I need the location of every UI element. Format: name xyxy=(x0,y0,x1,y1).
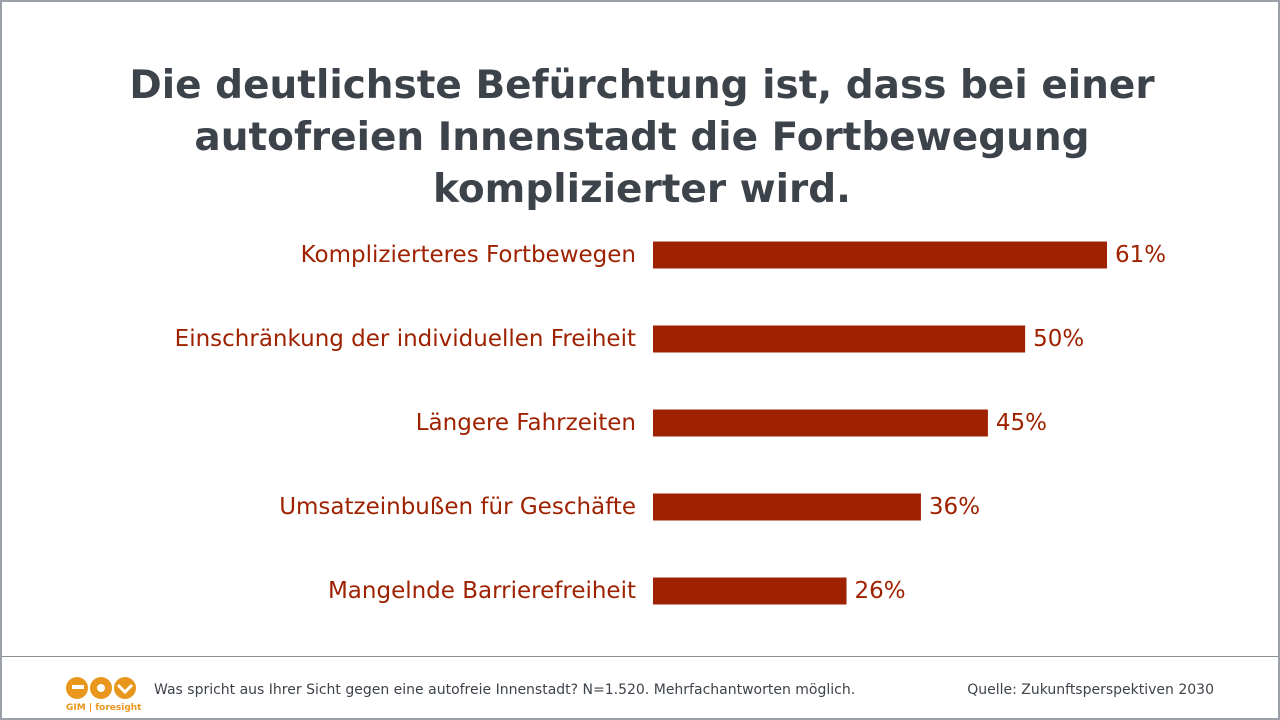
bar xyxy=(653,325,1026,353)
value-label: 26% xyxy=(855,578,906,604)
value-label: 61% xyxy=(1115,242,1166,268)
category-label: Längere Fahrzeiten xyxy=(416,410,636,436)
gim-logo xyxy=(66,677,136,699)
bar xyxy=(653,241,1107,269)
footer-divider xyxy=(2,656,1278,657)
value-label: 45% xyxy=(996,410,1047,436)
category-label: Einschränkung der individuellen Freiheit xyxy=(175,326,636,352)
bar xyxy=(653,493,921,521)
category-label: Mangelnde Barrierefreiheit xyxy=(328,578,636,604)
value-label: 36% xyxy=(929,494,980,520)
bar xyxy=(653,409,988,437)
category-label: Umsatzeinbußen für Geschäfte xyxy=(279,494,636,520)
survey-question-footnote: Was spricht aus Ihrer Sicht gegen eine a… xyxy=(154,682,856,698)
chart-title: Die deutlichste Befürchtung ist, dass be… xyxy=(129,63,1155,212)
bar xyxy=(653,577,847,605)
source-note: Quelle: Zukunftsperspektiven 2030 xyxy=(967,682,1214,698)
value-label: 50% xyxy=(1033,326,1084,352)
logo-text: GIM | foresight xyxy=(66,703,142,713)
category-label: Komplizierteres Fortbewegen xyxy=(301,242,636,268)
bar-chart: Komplizierteres Fortbewegen 61% Einschränk… xyxy=(175,241,1166,605)
